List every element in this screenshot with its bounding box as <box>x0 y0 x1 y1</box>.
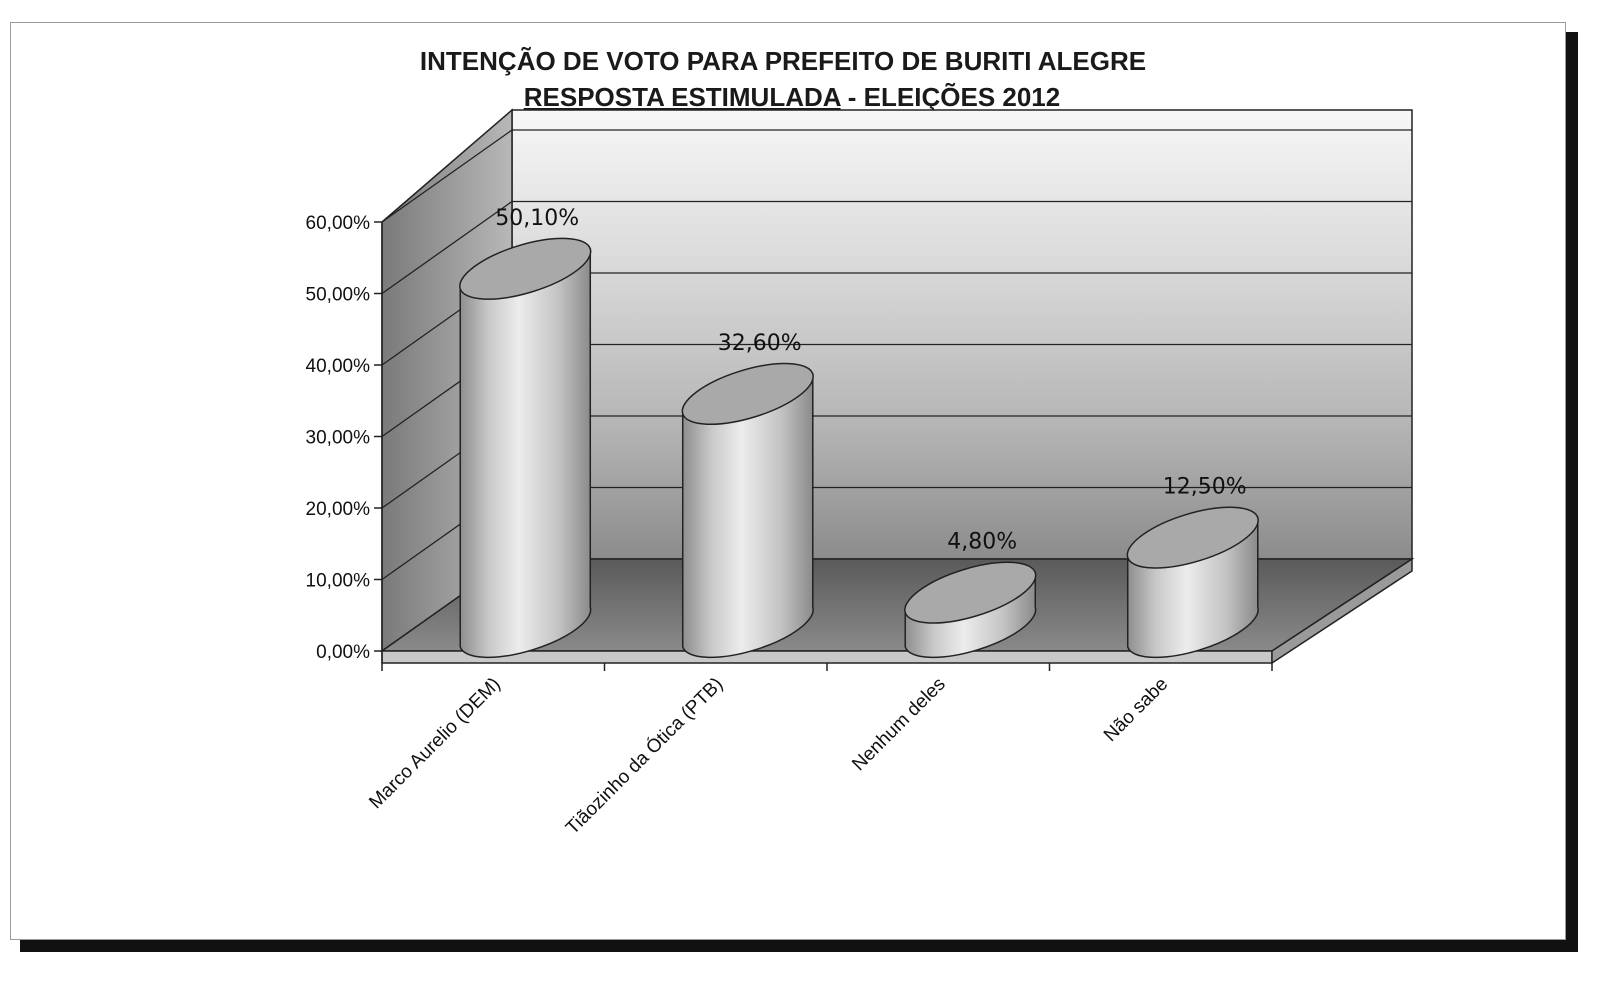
bar-top <box>904 561 1037 624</box>
gridline <box>381 200 1412 295</box>
bars <box>459 237 1259 659</box>
y-tick-label: 30,00% <box>306 428 371 449</box>
category-label: Tiãozinho da Ótica (PTB) <box>561 673 727 839</box>
bar <box>459 237 592 659</box>
data-label: 12,50% <box>1163 475 1247 500</box>
bar-top <box>681 362 814 426</box>
y-tick-label: 50,00% <box>306 285 371 306</box>
floor-right-edge <box>1271 557 1413 665</box>
chart-subtitle: RESPOSTA ESTIMULADA - ELEIÇÕES 2012 <box>524 82 1060 112</box>
bar <box>1126 506 1259 659</box>
chart-title: INTENÇÃO DE VOTO PARA PREFEITO DE BURITI… <box>420 46 1146 76</box>
y-tick-label: 0,00% <box>316 642 370 663</box>
chart-subtitle-underlined: RESPOSTA ESTIMULADA <box>524 82 842 112</box>
bar <box>681 362 814 659</box>
y-axis: 0,00% 10,00% 20,00% 30,00% 40,00% 50,00% 60,00… <box>306 213 1273 671</box>
data-label: 50,10% <box>495 206 579 231</box>
y-tick-label: 10,00% <box>306 571 371 592</box>
data-label: 4,80% <box>947 530 1017 555</box>
bar-body <box>681 373 814 659</box>
category-label: Não sabe <box>1100 674 1172 746</box>
data-labels: 50,10% 32,60% 4,80% 12,50% <box>495 206 1246 555</box>
back-wall <box>511 109 1413 560</box>
data-label: 32,60% <box>718 331 802 356</box>
bar <box>904 561 1037 659</box>
bar-top <box>1126 506 1259 569</box>
y-tick-label: 60,00% <box>306 213 371 234</box>
plot-walls <box>379 108 1415 665</box>
category-labels: Marco Aurelio (DEM) Tiãozinho da Ótica (P… <box>365 673 1172 839</box>
chart-subtitle-rest: - ELEIÇÕES 2012 <box>841 82 1061 112</box>
y-tick-label: 40,00% <box>306 356 371 377</box>
category-label: Marco Aurelio (DEM) <box>365 674 505 814</box>
category-label: Nenhum deles <box>848 674 949 775</box>
bar-body <box>459 247 592 659</box>
bar-top <box>459 237 592 300</box>
y-tick-label: 20,00% <box>306 499 371 520</box>
gridline <box>381 129 1412 223</box>
